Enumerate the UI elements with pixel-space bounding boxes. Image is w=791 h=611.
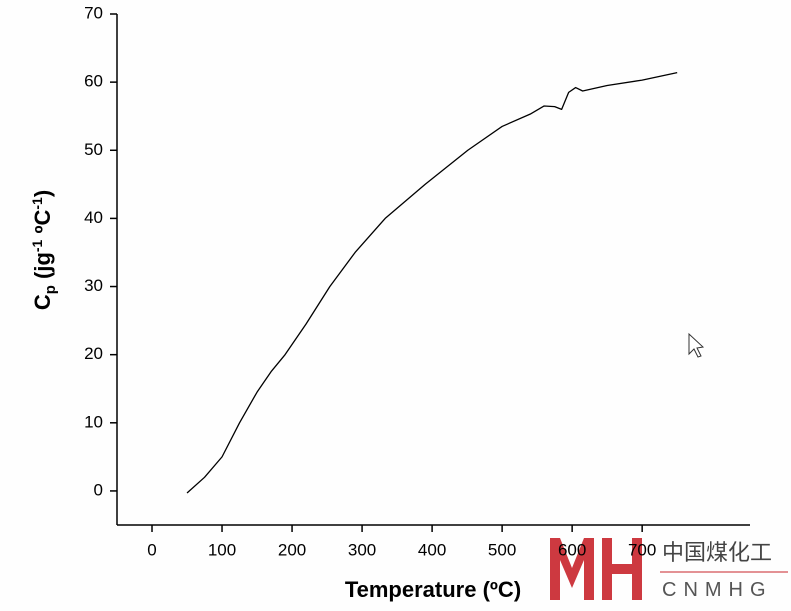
- y-title-sup: -1: [29, 239, 45, 252]
- y-axis-title: Cp (jg-1 ºC-1): [29, 190, 59, 310]
- y-title-part: (jg: [30, 252, 55, 285]
- y-title-part: ): [30, 190, 55, 197]
- y-tick-label: 60: [84, 72, 103, 91]
- y-title-part: ºC: [30, 210, 55, 240]
- x-tick-label: 600: [558, 540, 586, 559]
- x-tick-label: 400: [418, 540, 446, 559]
- x-tick-label: 200: [278, 540, 306, 559]
- mouse-cursor: [688, 332, 705, 358]
- x-tick-label: 300: [348, 540, 376, 559]
- y-tick-label: 70: [84, 3, 103, 22]
- x-tick-label: 700: [628, 540, 656, 559]
- y-tick-label: 10: [84, 412, 103, 431]
- y-title-sub: p: [42, 285, 59, 294]
- y-tick-label: 40: [84, 208, 103, 227]
- y-tick-label: 30: [84, 276, 103, 295]
- data-line: [186, 71, 678, 494]
- y-title-sup: -1: [29, 197, 45, 210]
- y-tick-label: 0: [94, 480, 103, 499]
- y-title-part: C: [30, 294, 55, 310]
- x-tick-label: 100: [208, 540, 236, 559]
- x-tick-label: 500: [488, 540, 516, 559]
- x-axis-title: Temperature (ºC): [345, 577, 521, 602]
- y-tick-label: 20: [84, 344, 103, 363]
- watermark-cn: 中国煤化工: [662, 541, 772, 566]
- watermark-en: CNMHG: [662, 579, 773, 601]
- watermark: 中国煤化工 CNMHG: [550, 538, 788, 601]
- y-tick-label: 50: [84, 140, 103, 159]
- x-tick-label: 0: [147, 540, 156, 559]
- watermark-logo: [550, 538, 642, 600]
